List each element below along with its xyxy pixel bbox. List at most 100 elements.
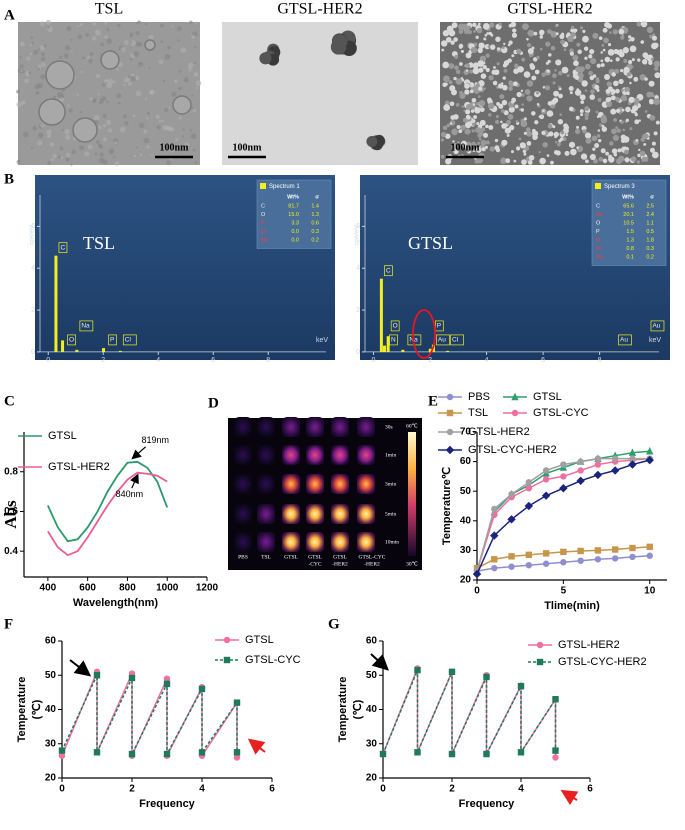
sem-particle <box>509 124 515 131</box>
legend-label: TSL <box>468 407 488 419</box>
sem-particle <box>654 66 659 71</box>
annotation: 840nm <box>116 489 144 499</box>
x-axis-label: Tlime(min) <box>544 600 600 612</box>
sem-particle <box>461 105 465 108</box>
sem-particle <box>653 131 658 136</box>
sem-particle <box>464 83 470 89</box>
thermal-spot <box>357 474 375 494</box>
sem-particle <box>569 51 574 56</box>
sem-particle <box>558 93 563 99</box>
sem-particle <box>580 113 584 117</box>
texture-dot <box>119 126 126 133</box>
legend-label: GTSL-CYC-HER2 <box>468 444 557 456</box>
sem-particle <box>552 125 556 129</box>
thermal-spot <box>331 474 349 494</box>
sem-particle <box>507 58 512 63</box>
sem-particle <box>463 109 466 112</box>
marker <box>594 547 602 554</box>
sem-particle <box>495 119 500 125</box>
texture-dot <box>79 110 82 114</box>
sem-particle <box>620 120 624 124</box>
y-axis-label: cps/eV <box>29 224 36 245</box>
texture-dot <box>20 69 23 72</box>
sem-particle <box>569 91 573 95</box>
sem-particle <box>524 89 531 95</box>
sem-particle <box>625 118 629 122</box>
texture-dot <box>37 140 43 146</box>
sem-particle <box>477 133 482 138</box>
table-header: Wt% <box>287 194 299 200</box>
sem-particle <box>615 108 621 114</box>
marker <box>233 749 241 756</box>
sem-particle <box>560 39 565 45</box>
sem-particle <box>609 59 613 62</box>
sem-particle <box>493 66 496 69</box>
texture-dot <box>47 161 51 165</box>
table-cell: 0.0 <box>291 237 299 243</box>
scale-label: 100nm <box>233 142 263 153</box>
peak <box>386 336 390 352</box>
y-tick-label: 4 <box>356 265 360 272</box>
sem-particle <box>588 54 593 59</box>
scale-label: 100nm <box>451 142 481 153</box>
marker <box>628 448 637 456</box>
sem-particle <box>450 115 456 120</box>
sem-particle <box>519 142 526 149</box>
x-tick-label: 2 <box>129 784 135 795</box>
y-tick-label: 60 <box>366 636 378 647</box>
element-label: O <box>393 323 398 330</box>
sem-particle <box>522 23 529 31</box>
table-cell: 0.2 <box>646 254 654 260</box>
thermal-spot <box>282 532 300 552</box>
texture-dot <box>180 47 187 54</box>
x-tick-label: 6 <box>541 357 545 364</box>
x-tick-label: 2 <box>428 357 432 364</box>
sem-particle <box>443 104 451 111</box>
texture-dot <box>112 81 116 84</box>
texture-dot <box>195 87 198 90</box>
sem-particle <box>510 150 514 154</box>
marker <box>559 484 568 493</box>
texture-dot <box>137 20 142 25</box>
sem-particle <box>643 156 649 162</box>
panel-label: G <box>328 616 340 632</box>
texture-dot <box>101 83 106 87</box>
table-cell: C <box>261 203 265 209</box>
sem-particle <box>475 102 479 106</box>
sem-particle <box>518 137 522 141</box>
sem-particle <box>554 140 558 144</box>
sem-particle <box>542 109 545 113</box>
sem-particle <box>653 60 661 68</box>
y-tick-label: 20 <box>45 773 57 784</box>
x-tick-label: 6 <box>587 784 593 795</box>
texture-dot <box>117 23 121 28</box>
sem-particle <box>477 141 481 145</box>
texture-dot <box>46 133 52 138</box>
legend-marker <box>511 409 519 417</box>
marker <box>576 476 585 486</box>
arrow <box>370 653 389 671</box>
texture-dot <box>188 66 194 72</box>
x-axis-label: Frequency <box>459 798 516 810</box>
sem-particle <box>464 128 471 135</box>
texture-dot <box>104 34 109 39</box>
texture-dot <box>132 114 136 118</box>
texture-dot <box>35 91 40 95</box>
texture-dot <box>66 26 72 32</box>
sem-particle <box>610 108 617 115</box>
texture-dot <box>37 132 44 139</box>
x-tick-label: 4 <box>485 357 489 364</box>
sem-particle <box>455 78 463 85</box>
sem-particle <box>508 80 513 86</box>
texture-dot <box>194 21 198 24</box>
sem-particle <box>620 94 628 102</box>
sem-particle <box>613 152 618 157</box>
sem-particle <box>458 45 463 49</box>
texture-dot <box>136 145 140 149</box>
sem-particle <box>597 129 601 132</box>
sem-particle <box>516 146 521 151</box>
legend-label: GTSL-CYC-HER2 <box>558 656 647 668</box>
sem-particle <box>500 120 503 124</box>
texture-dot <box>41 62 46 67</box>
element-label: Au <box>652 323 660 330</box>
